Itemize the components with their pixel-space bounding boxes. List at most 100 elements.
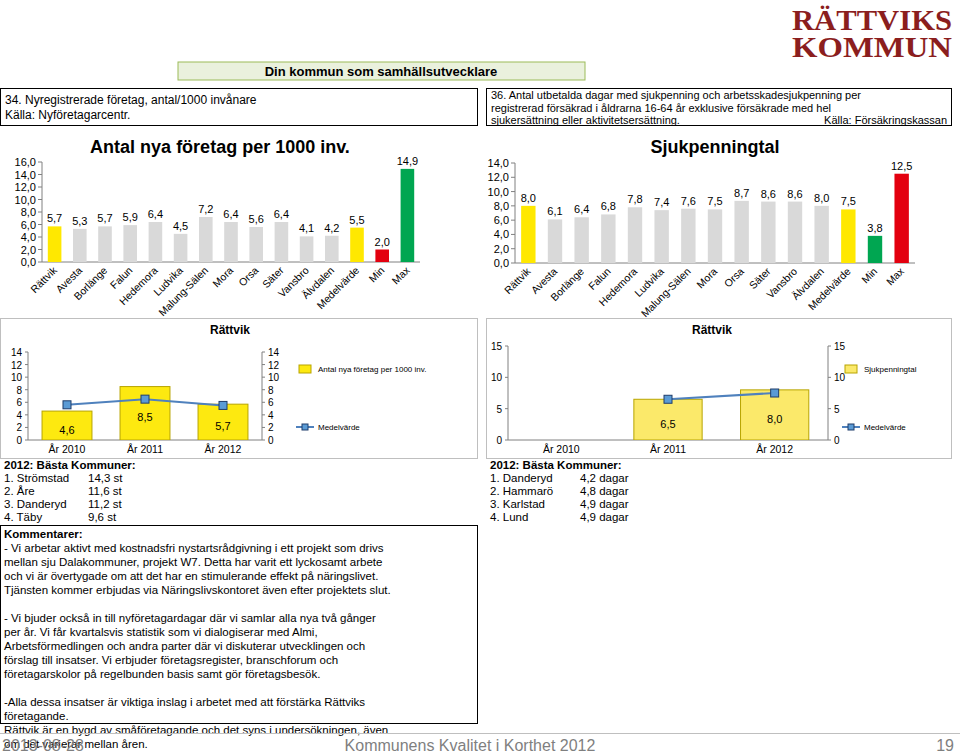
bar: [199, 217, 213, 262]
list-item: 1. Danderyd: [490, 472, 553, 484]
x-tick-label: Min: [859, 265, 880, 286]
y-tick: [38, 212, 42, 213]
y-tick: [511, 205, 515, 206]
list-value: 4,9 dagar: [580, 498, 629, 510]
data-label: 6,4: [223, 208, 238, 220]
y2-tick-label: 0: [268, 435, 274, 446]
y-tick: [511, 263, 515, 264]
y-tick-label: 16,0: [15, 156, 36, 168]
y-tick-label: 10: [11, 372, 23, 383]
bar: [734, 201, 748, 263]
list-value: 4,2 dagar: [580, 472, 629, 484]
x-tick-label: Max: [884, 264, 907, 287]
data-label: 6,1: [547, 205, 562, 217]
list-value: 9,6 st: [88, 511, 117, 523]
y-tick-label: 12,0: [15, 181, 36, 193]
data-label: 7,5: [841, 195, 856, 207]
comment-line: företagarskolor på regelbunden basis sam…: [4, 668, 320, 680]
bar: [149, 222, 163, 262]
y-tick: [38, 249, 42, 250]
data-label: 4,1: [299, 222, 314, 234]
bar: [814, 206, 828, 263]
bar: [300, 236, 314, 262]
list-item: 4. Lund: [490, 511, 528, 523]
banner-text: Din kommun som samhällsutvecklare: [265, 64, 498, 79]
header-text: registrerad försäkrad i åldrarna 16-64 å…: [491, 102, 831, 114]
data-label: 4,5: [173, 220, 188, 232]
comment-line: förslag till insatser. Vi erbjuder föret…: [4, 654, 338, 666]
data-label: 6,8: [601, 200, 616, 212]
y2-tick-label: 8: [268, 385, 274, 396]
y-tick-label: 2: [16, 422, 22, 433]
y-axis: [28, 352, 29, 440]
bar: [73, 229, 87, 262]
data-label: 12,5: [891, 160, 912, 172]
header-text: 36. Antal utbetalda dagar med sjukpennin…: [491, 89, 861, 101]
y-tick: [511, 163, 515, 164]
bar: [375, 250, 389, 263]
x-tick-label: Mora: [694, 265, 720, 291]
plot-marks: [634, 389, 809, 440]
comment-line: - Vi arbetar aktivt med kostnadsfri nyst…: [4, 542, 384, 554]
y-tick-label: 6,0: [494, 214, 509, 226]
bar: [894, 174, 908, 263]
footer-rule: [0, 733, 960, 734]
y-tick-label: 14: [11, 347, 23, 358]
chart-box: [487, 319, 952, 459]
logo-text: KOMMUN: [792, 30, 952, 63]
bar: [350, 228, 364, 262]
list-item: 1. Strömstad: [4, 472, 69, 484]
comments-box: [1, 526, 478, 724]
data-label: 5,7: [97, 212, 112, 224]
y-tick-label: 10: [491, 372, 503, 383]
y-tick-label: 12,0: [488, 171, 509, 183]
y2-tick-label: 0: [834, 435, 840, 446]
y2-tick-label: 5: [834, 404, 840, 415]
data-label: 7,8: [627, 193, 642, 205]
bar: [708, 209, 722, 263]
list-value: 11,2 st: [88, 498, 122, 510]
x-tick-label: År 2010: [49, 443, 86, 455]
y-tick-label: 10,0: [488, 186, 509, 198]
source-text: Källa: Försäkringskassan: [824, 114, 947, 126]
y-tick-label: 5: [496, 404, 502, 415]
bar: [601, 214, 615, 263]
bar: [48, 226, 62, 262]
x-tick-label: Medelvärde: [314, 264, 361, 311]
y-tick-label: 4,0: [494, 228, 509, 240]
x-tick-label: Orsa: [721, 265, 746, 290]
y-tick-label: 6,0: [21, 219, 36, 231]
y-tick: [511, 177, 515, 178]
chart-title: Rättvik: [210, 323, 250, 337]
y-tick: [511, 234, 515, 235]
list-item: 3. Danderyd: [4, 498, 67, 510]
bar: [868, 236, 882, 263]
y-tick-label: 8,0: [21, 206, 36, 218]
y-tick-label: 6: [16, 397, 22, 408]
y-tick: [38, 174, 42, 175]
list-item: 2. Hammarö: [490, 485, 553, 497]
bar: [249, 227, 263, 262]
banner-box: [178, 62, 585, 80]
bar: [841, 209, 855, 263]
data-label: 6,4: [148, 208, 163, 220]
data-label: 8,6: [761, 188, 776, 200]
y-tick-label: 15: [491, 341, 503, 352]
list-value: 4,9 dagar: [580, 511, 629, 523]
legend-symbol: [299, 365, 311, 373]
x-tick-label: Medelvärde: [805, 265, 852, 312]
legend-label: Medelvärde: [864, 423, 906, 432]
list-value: 14,3 st: [88, 472, 123, 484]
list-item: 3. Karlstad: [490, 498, 545, 510]
bar: [98, 226, 112, 262]
y-tick-label: 14,0: [488, 157, 509, 169]
bar: [741, 390, 809, 440]
data-label: 5,7: [215, 420, 230, 432]
y-axis: [508, 346, 509, 440]
comment-line: - Vi bjuder också in till nyföretagardag…: [4, 612, 376, 624]
comment-line: Arbetsförmedlingen och andra parter där …: [4, 640, 365, 652]
marker: [63, 401, 71, 409]
marker: [219, 401, 227, 409]
data-label: 8,0: [814, 192, 829, 204]
comment-line: och vi är övertygade om att det har en s…: [4, 570, 378, 582]
